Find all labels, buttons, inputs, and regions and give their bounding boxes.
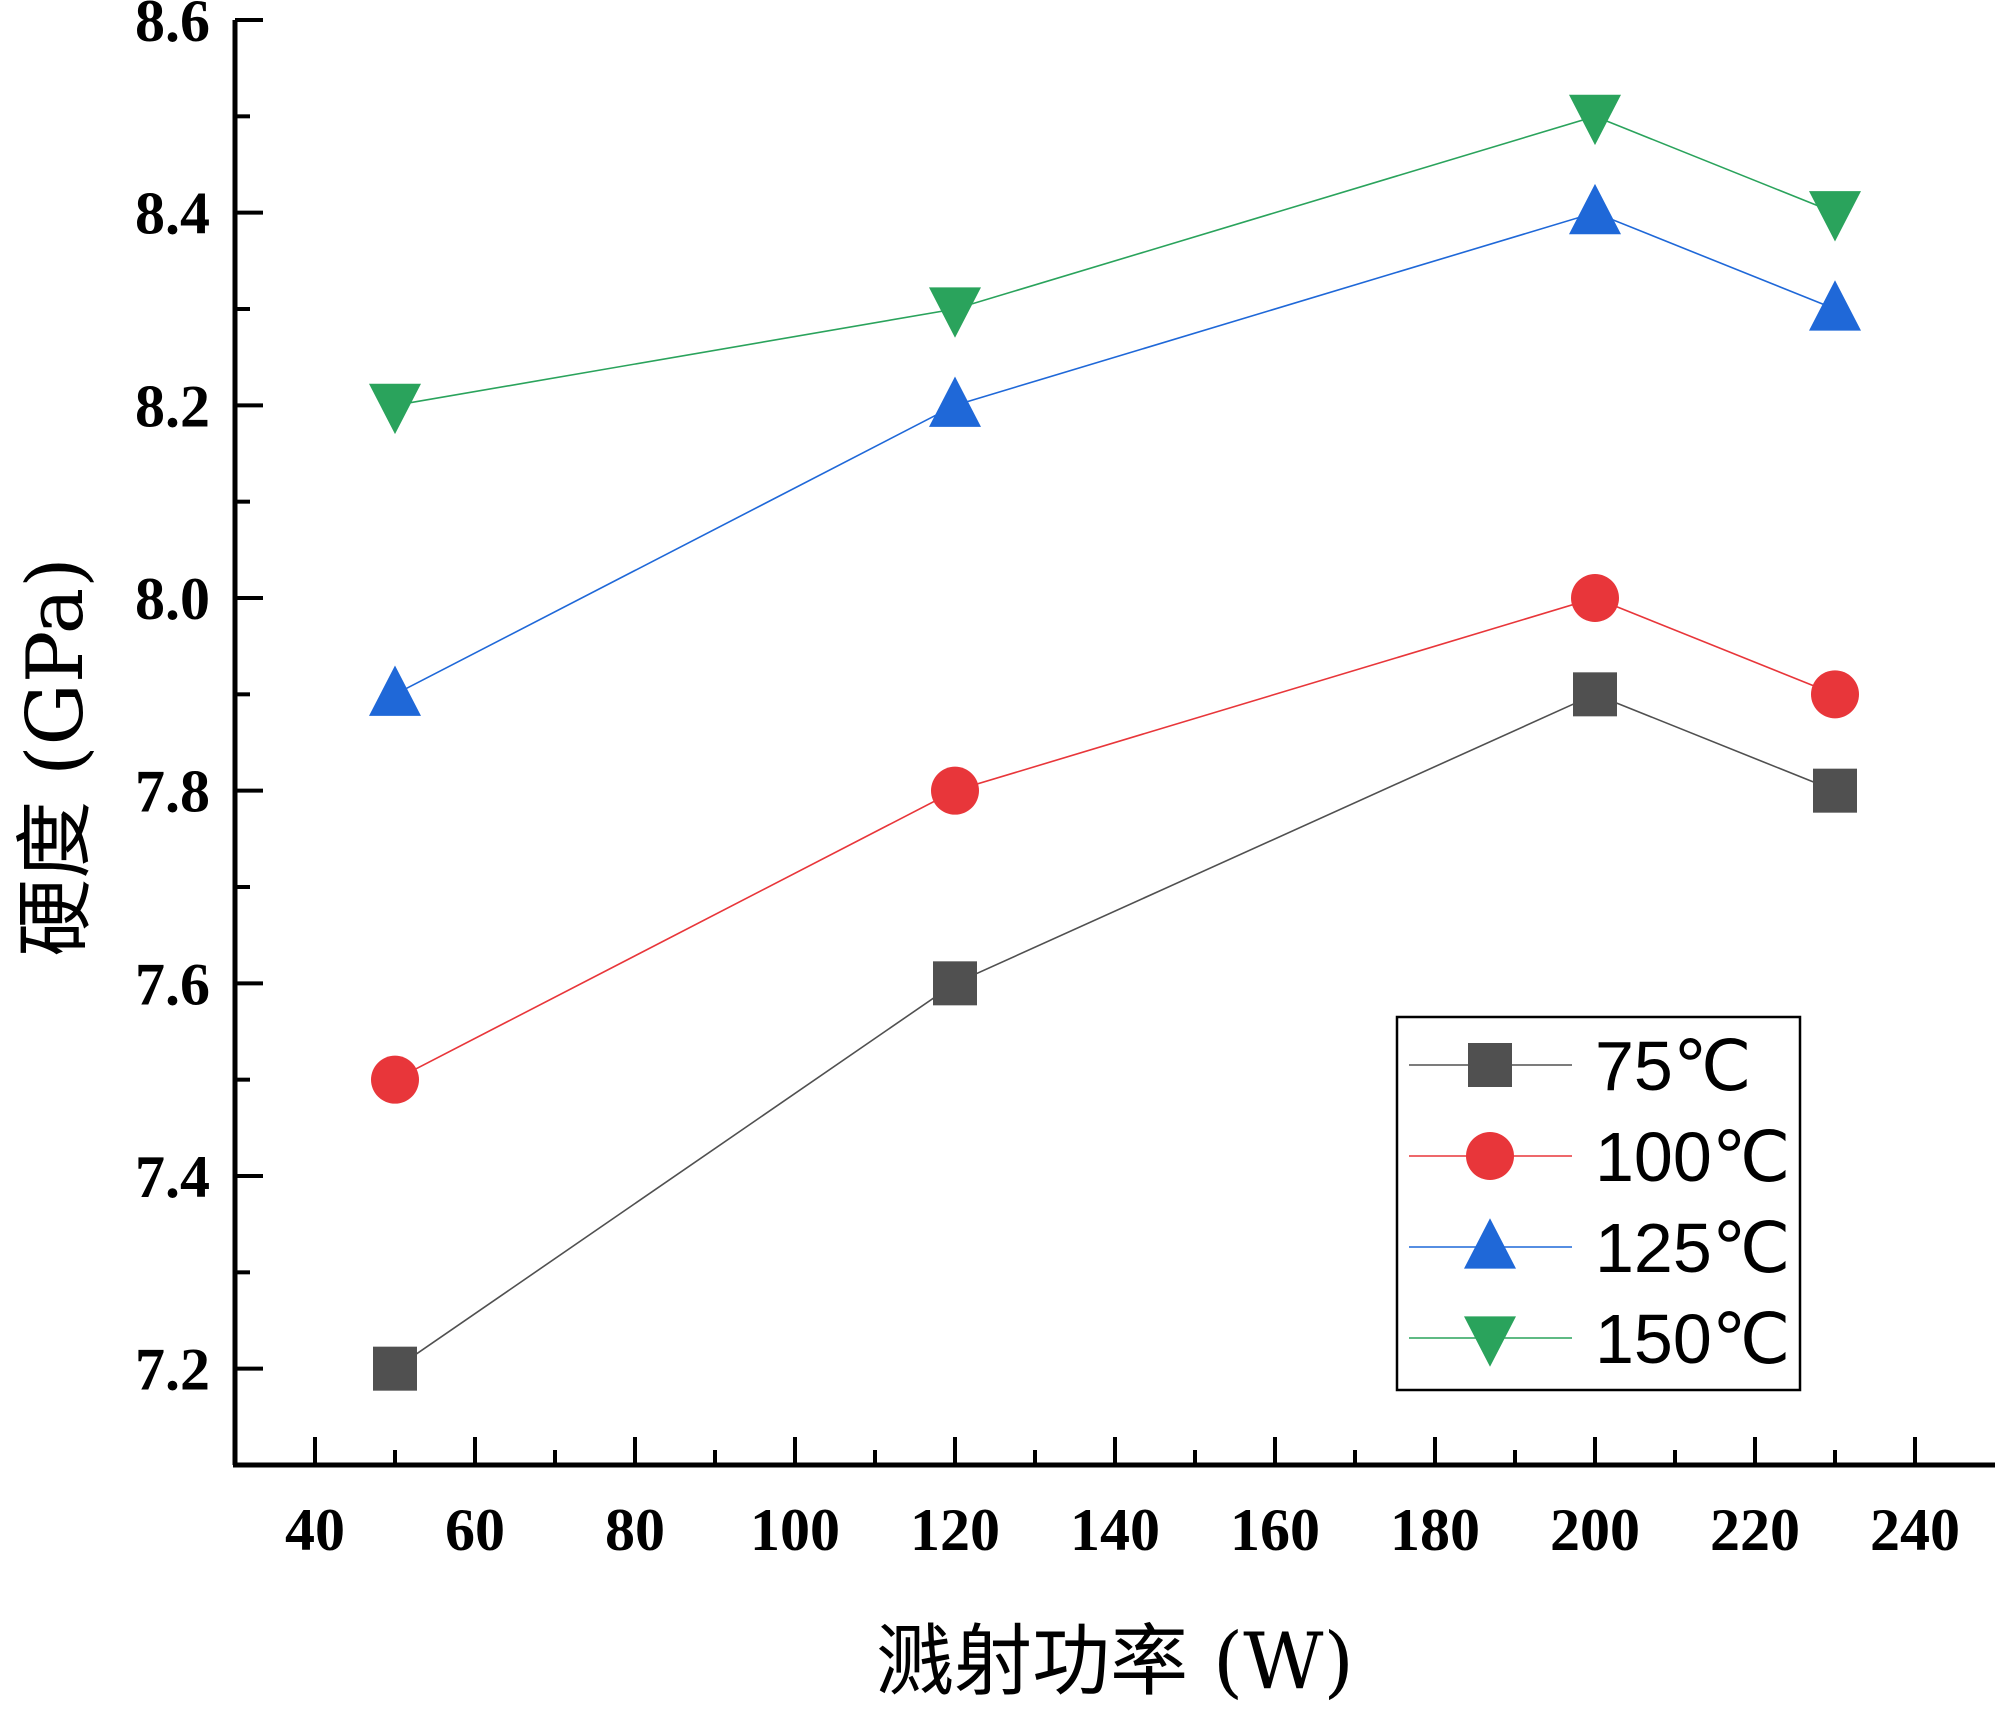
x-tick-label: 140 [1070, 1497, 1160, 1563]
data-point [369, 383, 421, 435]
y-tick-label: 8.6 [135, 0, 210, 54]
x-tick-label: 100 [750, 1497, 840, 1563]
x-tick-label: 40 [285, 1497, 345, 1563]
legend-box [1395, 1015, 1802, 1392]
data-point [929, 376, 981, 427]
data-point [373, 1346, 417, 1391]
x-tick-label: 80 [605, 1497, 665, 1563]
data-point [369, 665, 421, 716]
series-4 [369, 94, 1861, 435]
legend-item: 75℃ [1409, 1027, 1751, 1105]
x-tick-label: 120 [910, 1497, 1000, 1563]
x-tick-label: 160 [1230, 1497, 1320, 1563]
y-tick-label: 7.4 [135, 1144, 210, 1210]
legend-item: 100℃ [1409, 1118, 1790, 1196]
legend: 75℃ 100℃ 125℃ 150℃ [1395, 1015, 1802, 1392]
series-2 [371, 574, 1859, 1104]
data-point [1809, 280, 1861, 331]
legend-item: 150℃ [1409, 1300, 1790, 1378]
series-group [369, 94, 1861, 1391]
legend-marker [1468, 1043, 1512, 1087]
y-tick-label: 8.2 [135, 373, 210, 439]
data-point [933, 961, 977, 1006]
series-line [394, 597, 1836, 1081]
legend-marker [1464, 1316, 1516, 1367]
legend-marker [1464, 1218, 1516, 1269]
data-point [371, 1055, 419, 1104]
data-point [1569, 183, 1621, 235]
series-line [394, 211, 1836, 696]
legend-label: 150℃ [1595, 1300, 1790, 1378]
x-axis-title: 溅射功率 (W) [876, 1617, 1354, 1707]
ticks: 40 60 80 100 120 140 160 180 200 220 240 7.2 7.4 7.6 7… [135, 0, 1960, 1563]
x-tick-label: 220 [1710, 1497, 1800, 1563]
data-point [1569, 94, 1621, 146]
legend-label: 100℃ [1595, 1118, 1790, 1196]
data-point [1573, 672, 1617, 717]
y-tick-label: 8.4 [135, 181, 210, 247]
data-point [1571, 574, 1619, 622]
x-tick-label: 60 [445, 1497, 505, 1563]
y-tick-label: 7.6 [135, 951, 210, 1017]
series-line [394, 693, 1836, 1370]
series-1 [373, 672, 1857, 1391]
series-3 [369, 183, 1861, 716]
y-tick-label: 7.8 [135, 759, 210, 825]
data-point [931, 766, 979, 815]
y-tick-label: 7.2 [135, 1337, 210, 1403]
series-line [394, 115, 1836, 407]
legend-marker [1466, 1132, 1514, 1180]
legend-item: 125℃ [1409, 1209, 1790, 1287]
legend-label: 75℃ [1595, 1027, 1751, 1105]
data-point [1813, 768, 1857, 813]
legend-label: 125℃ [1595, 1209, 1790, 1287]
y-tick-label: 8.0 [135, 566, 210, 632]
x-tick-label: 240 [1870, 1497, 1960, 1563]
x-tick-label: 200 [1550, 1497, 1640, 1563]
data-point [1811, 670, 1859, 719]
x-tick-label: 180 [1390, 1497, 1480, 1563]
y-axis-title: 硬度 (GPa) [11, 557, 101, 956]
data-point [1809, 191, 1861, 242]
data-point [929, 287, 981, 338]
